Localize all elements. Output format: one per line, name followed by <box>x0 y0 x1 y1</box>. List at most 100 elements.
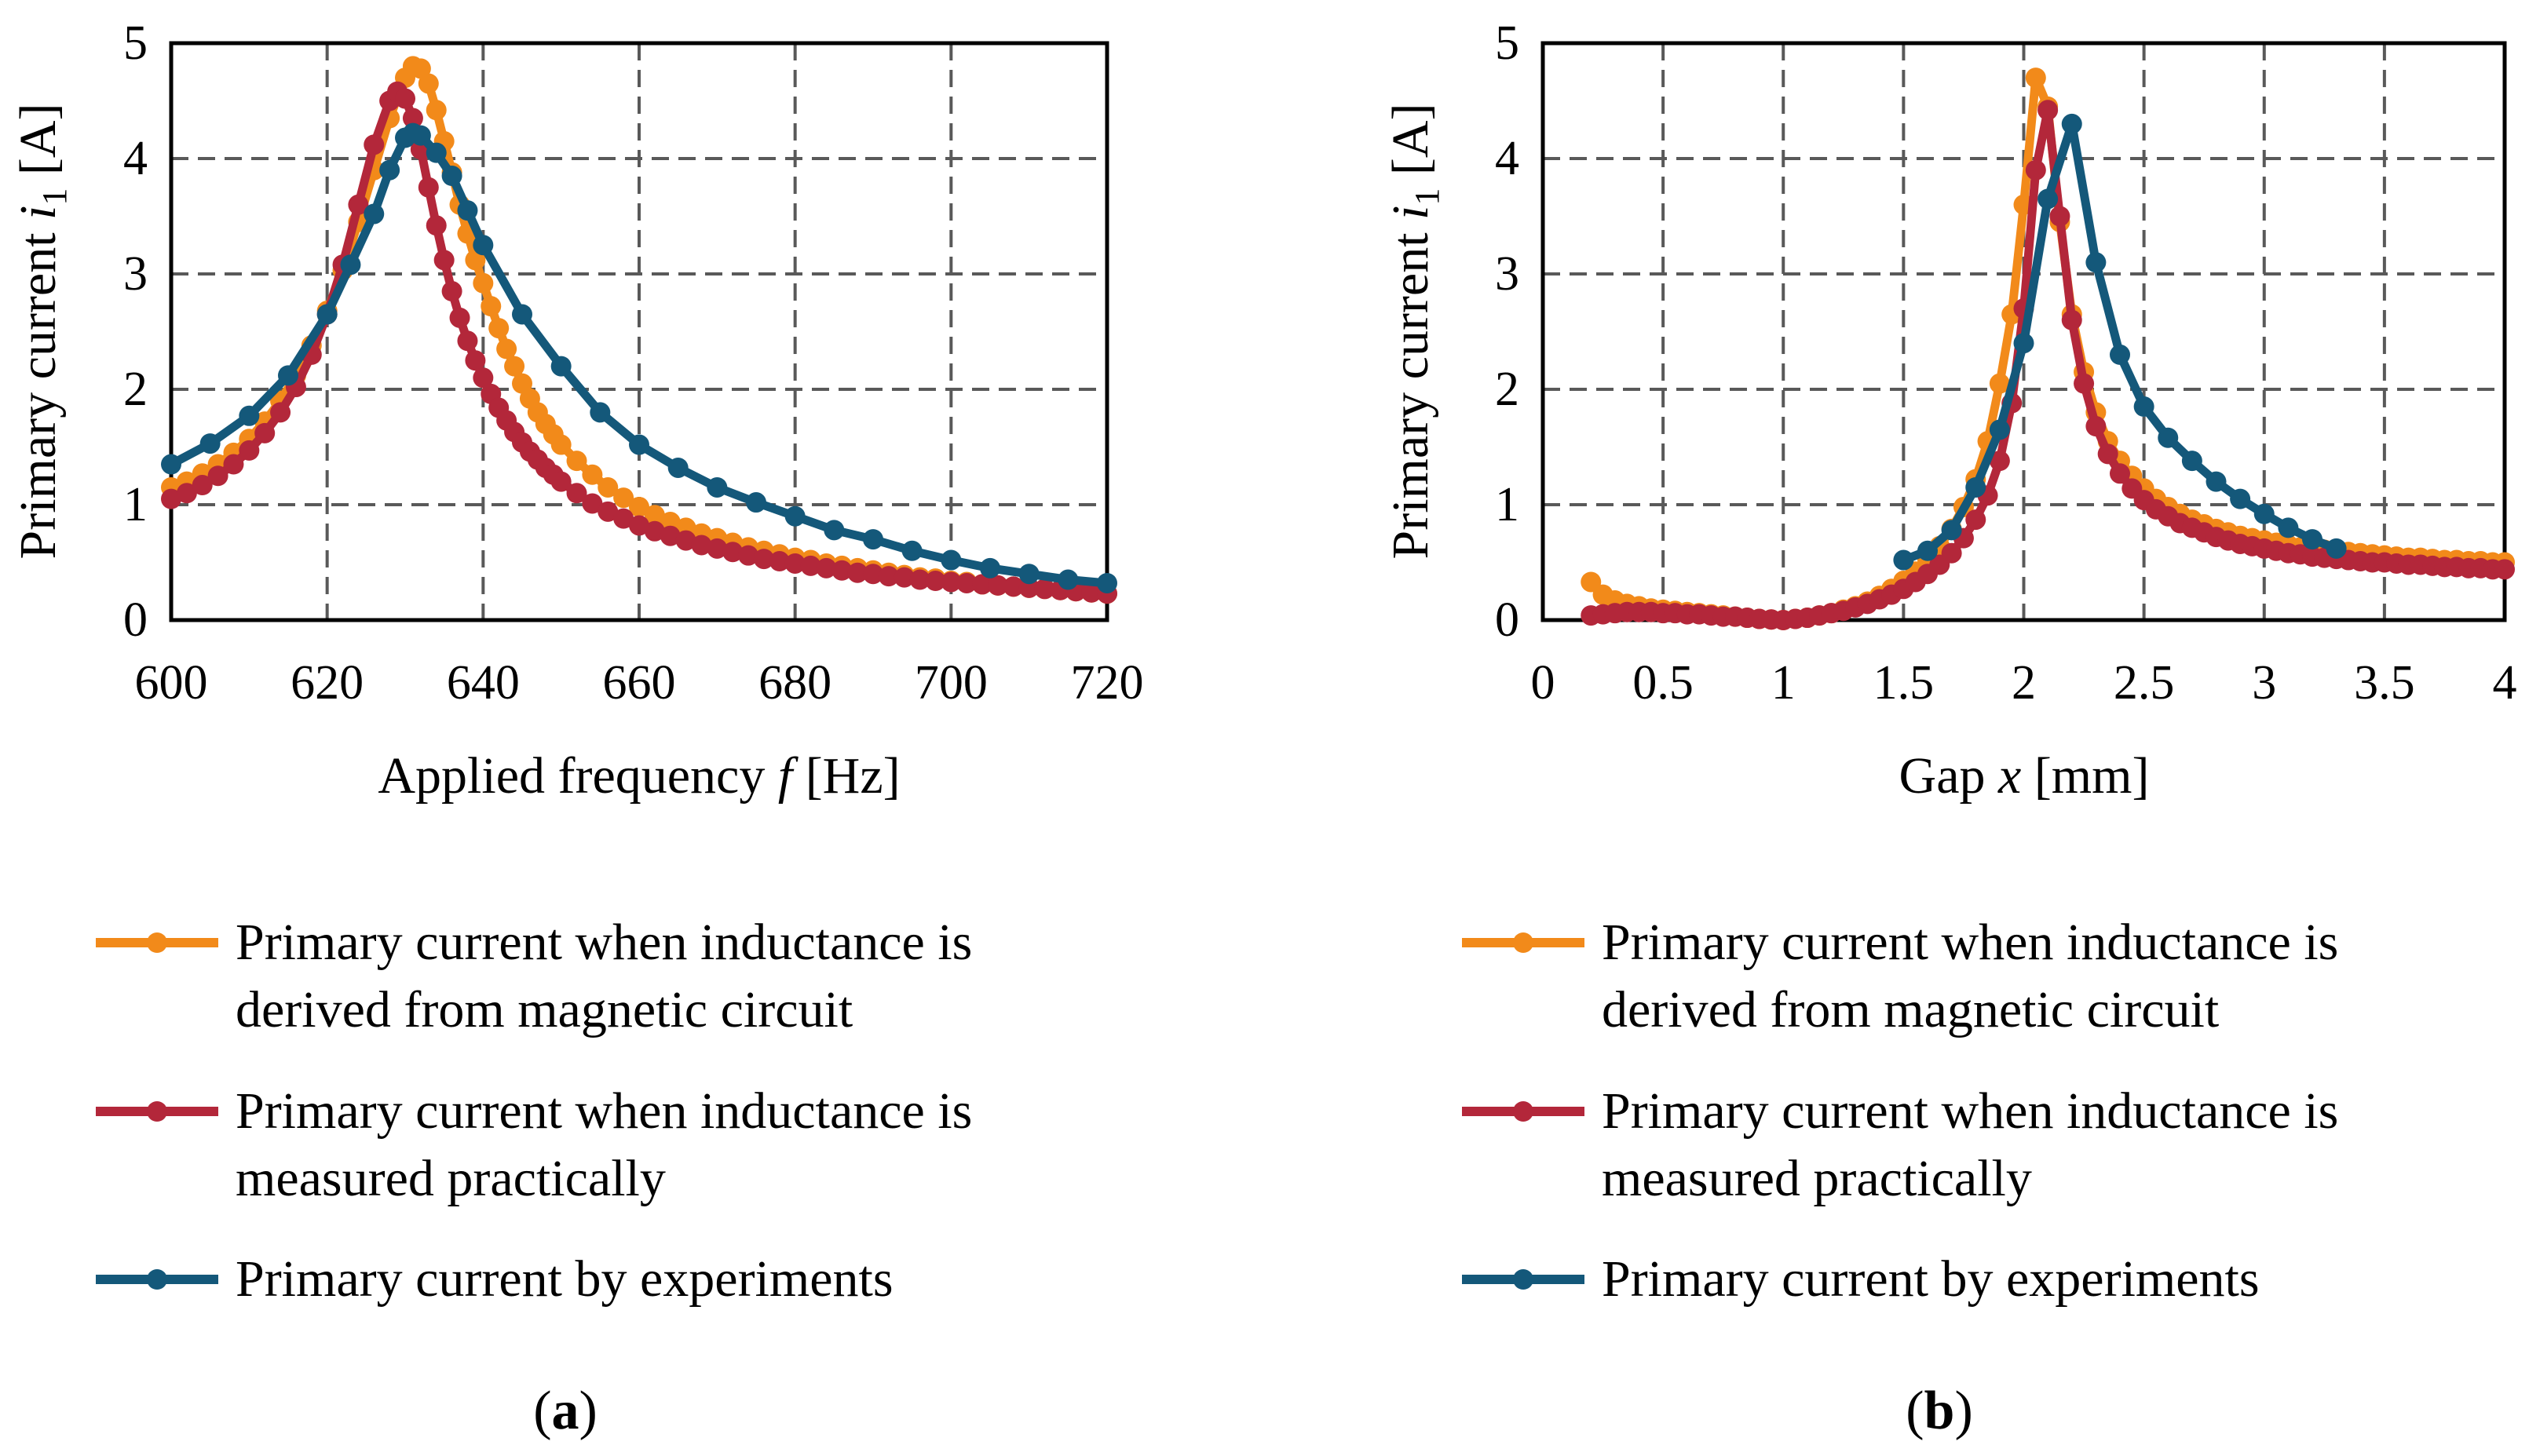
data-point <box>2158 427 2179 448</box>
data-point <box>481 296 502 317</box>
data-point <box>488 318 510 339</box>
data-point <box>2085 416 2107 437</box>
legend-text: Primary current by experiments <box>236 1250 894 1308</box>
data-point <box>598 501 619 522</box>
data-point <box>629 496 649 517</box>
data-point <box>512 373 532 394</box>
panel-b-x-axis-title: Gap x [mm] <box>1899 747 2150 805</box>
data-point <box>987 575 1008 596</box>
data-point <box>207 465 228 487</box>
data-point <box>909 569 930 590</box>
data-point <box>433 250 455 271</box>
y-tick-label: 3 <box>1495 247 1519 301</box>
x-tick-label: 2.5 <box>2114 656 2175 710</box>
data-point <box>746 492 766 513</box>
legend-text: Primary current when inductance is <box>1602 1082 2338 1140</box>
series-line <box>1899 119 2341 565</box>
panel-b-plot-frame <box>1540 41 2507 622</box>
series-line <box>1586 73 2509 625</box>
data-point <box>1058 569 1079 590</box>
data-point <box>707 538 728 559</box>
data-point <box>831 560 853 581</box>
series-red <box>1581 100 2515 630</box>
panel-a-legend-entry-derived: Primary current when inductance is deriv… <box>96 914 972 1038</box>
data-point <box>753 549 774 570</box>
panel-a-plot-frame <box>169 41 1109 622</box>
data-point <box>176 483 197 504</box>
data-point <box>816 557 837 578</box>
series-blue <box>161 122 1117 593</box>
data-point <box>426 100 447 121</box>
data-point <box>566 451 587 472</box>
data-point <box>582 464 603 485</box>
data-point <box>1893 549 1914 571</box>
panel-a-series <box>161 56 1117 604</box>
data-point <box>629 515 649 536</box>
data-point <box>2013 333 2034 354</box>
panel-b-legend-entry-derived: Primary current when inductance is deriv… <box>1462 914 2338 1038</box>
panel-b-legend-entry-measured: Primary current when inductance is measu… <box>1462 1082 2338 1207</box>
data-point <box>512 304 532 325</box>
data-point <box>956 572 978 593</box>
x-tick-label: 2 <box>2012 656 2036 710</box>
data-point <box>2110 344 2130 365</box>
x-tick-label: 720 <box>1071 656 1144 710</box>
data-point <box>2025 159 2046 181</box>
panel-b-series <box>1581 68 2515 630</box>
data-point <box>2037 100 2059 121</box>
data-point <box>1917 540 1938 561</box>
data-point <box>738 545 759 566</box>
data-point <box>675 530 696 551</box>
data-point <box>410 125 431 146</box>
data-point <box>667 457 689 478</box>
data-point <box>2278 517 2299 538</box>
x-tick-label: 1 <box>1771 656 1796 710</box>
data-point <box>364 203 385 224</box>
data-point <box>254 422 276 443</box>
legend-text: Primary current when inductance is <box>236 1082 972 1140</box>
data-point <box>2110 463 2130 484</box>
y-tick-label: 0 <box>123 593 148 647</box>
data-point <box>1941 542 1962 564</box>
legend-text: Primary current by experiments <box>1602 1250 2260 1308</box>
data-point <box>239 405 260 426</box>
legend-red-marker-icon <box>147 1101 167 1122</box>
data-point <box>784 553 806 574</box>
panel-b-legend: Primary current when inductance is deriv… <box>1462 914 2338 1308</box>
data-point <box>1965 476 1986 498</box>
panel-b-x-tick-labels: 0 0.5 1 1.5 2 2.5 3 3.5 4 <box>1531 656 2517 710</box>
data-point <box>2181 451 2202 472</box>
data-point <box>613 508 634 529</box>
panel-b-y-axis-title: Primary current i1 [A] <box>1382 104 1446 560</box>
data-point <box>2037 188 2059 210</box>
data-point <box>395 88 415 109</box>
data-point <box>550 434 572 455</box>
y-tick-label: 4 <box>123 132 148 185</box>
data-point <box>2061 309 2082 330</box>
legend-red-marker-icon <box>1513 1101 1533 1122</box>
data-point <box>465 250 486 271</box>
panel-a-chart: 600 620 640 660 680 700 720 0 1 2 3 4 5 Applied fre… <box>9 16 1144 1441</box>
legend-orange-marker-icon <box>1513 932 1533 953</box>
data-point <box>418 177 439 198</box>
legend-text: derived from magnetic circuit <box>1602 981 2219 1038</box>
data-point <box>418 73 439 94</box>
y-tick-label: 1 <box>1495 478 1519 531</box>
data-point <box>410 58 431 79</box>
y-tick-label: 3 <box>123 247 148 301</box>
data-point <box>972 574 993 595</box>
panel-a-y-tick-labels: 0 1 2 3 4 5 <box>123 16 148 647</box>
data-point <box>2133 396 2154 418</box>
data-point <box>894 567 915 588</box>
panel-a-label: (a) <box>533 1381 598 1441</box>
legend-blue-marker-icon <box>1513 1269 1533 1290</box>
panel-b-y-tick-labels: 0 1 2 3 4 5 <box>1495 16 1519 647</box>
data-point <box>504 356 525 377</box>
panel-a-legend: Primary current when inductance is deriv… <box>96 914 972 1308</box>
x-tick-label: 600 <box>135 656 208 710</box>
data-point <box>590 402 611 423</box>
data-point <box>379 159 400 181</box>
panel-b-chart: 0 0.5 1 1.5 2 2.5 3 3.5 4 0 1 2 3 4 5 Gap x [mm] Prim… <box>1382 16 2517 1441</box>
data-point <box>941 571 962 593</box>
legend-orange-marker-icon <box>147 932 167 953</box>
